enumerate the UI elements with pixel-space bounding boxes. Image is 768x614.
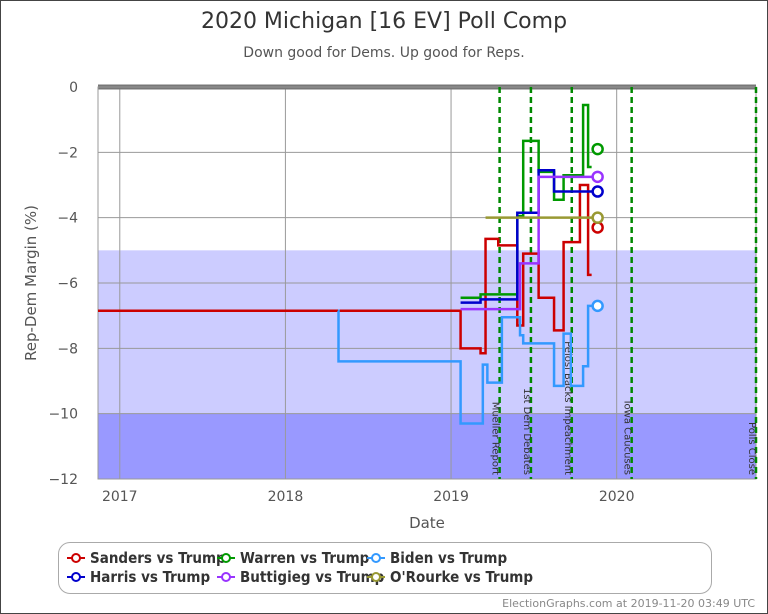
x-axis-label: Date [409,514,445,532]
series-line [98,183,592,355]
series-line [337,304,592,425]
x-tick-label: 2017 [102,489,138,505]
y-tick-label: −6 [57,276,78,292]
series-end-marker [591,221,604,234]
y-tick-label: 0 [69,80,78,96]
chart-title: 2020 Michigan [16 EV] Poll Comp [200,9,568,34]
event-label: 1st Dem Debates [521,388,532,475]
x-tick-label: 2018 [268,489,304,505]
legend: Sanders vs Trump Warren vs Trump Biden vs … [58,542,712,594]
legend-item: Sanders vs Trump [67,549,226,567]
y-tick-label: −4 [57,211,78,227]
y-axis-label: Rep-Dem Margin (%) [22,205,40,361]
series-end-marker [591,142,604,156]
legend-marker-icon [67,571,85,583]
legend-label: Sanders vs Trump [90,549,226,567]
legend-marker-icon [67,552,85,564]
event-label: Mueller Report [490,402,501,475]
series-line [460,175,592,311]
series-end-marker [591,170,604,184]
event-label: Polls Close [746,422,757,475]
x-tick-label: 2020 [599,489,635,505]
series-line [460,103,592,299]
legend-item: Harris vs Trump [67,568,210,586]
legend-item: Warren vs Trump [217,549,369,567]
legend-marker-icon [217,552,235,564]
y-tick-label: −2 [57,145,78,161]
series-end-marker [591,185,604,198]
margin-band [98,413,756,479]
event-label: Iowa Caucuses [622,401,633,475]
y-tick-label: −12 [48,472,78,488]
legend-marker-icon [367,552,385,564]
series-line [460,169,592,304]
legend-label: Harris vs Trump [90,568,211,586]
y-tick-label: −10 [48,407,78,423]
legend-item: Biden vs Trump [367,549,507,567]
legend-item: Buttigieg vs Trump [217,568,384,586]
series-end-marker [591,211,604,224]
legend-marker-icon [217,571,235,583]
margin-band [98,250,756,414]
legend-marker-icon [367,571,385,583]
event-label: Pelosi Backs Impeachment [562,341,573,475]
legend-label: Buttigieg vs Trump [240,568,385,586]
chart-subtitle: Down good for Dems. Up good for Reps. [243,45,525,61]
y-tick-label: −8 [57,341,78,357]
credit: ElectionGraphs.com at 2019-11-20 03:49 U… [502,597,755,610]
x-tick-label: 2019 [433,489,469,505]
legend-item: O'Rourke vs Trump [367,568,533,586]
series-end-marker [591,299,604,313]
legend-label: O'Rourke vs Trump [390,568,534,586]
plot-area: 0 −2 −4 −6 −8 −10 −12 2017 2018 2019 2020 Mueller R… [22,80,758,532]
legend-label: Biden vs Trump [390,549,508,567]
legend-label: Warren vs Trump [240,549,370,567]
